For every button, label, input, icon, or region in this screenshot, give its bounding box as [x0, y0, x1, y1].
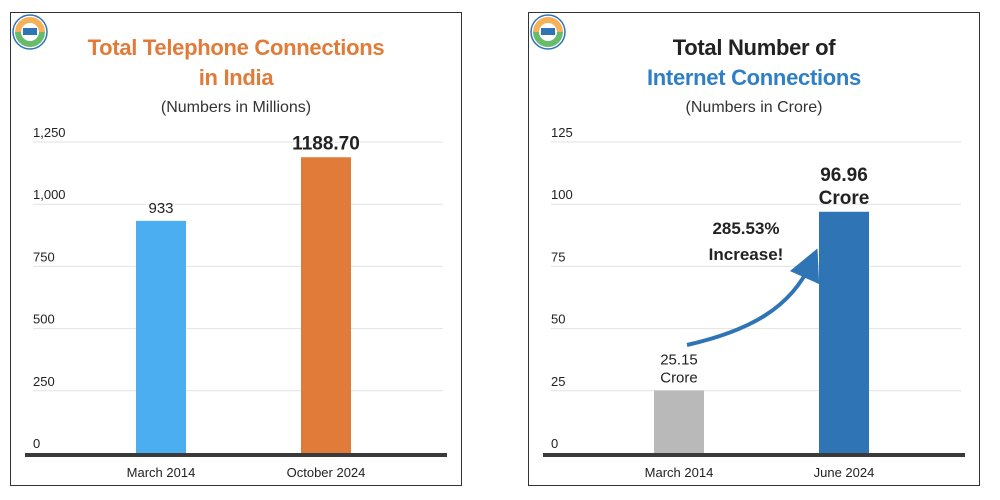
telephone-chart-panel: Total Telephone Connections in India (Nu…	[10, 12, 462, 486]
y-tick-label: 25	[551, 374, 565, 389]
y-tick-label: 1,250	[33, 125, 66, 140]
chart-subtitle: (Numbers in Crore)	[685, 99, 823, 116]
increase-arrow	[686, 248, 820, 347]
x-tick-label: June 2024	[814, 465, 875, 480]
pib-logo-icon	[530, 14, 566, 50]
bar-2	[819, 211, 869, 453]
x-tick-label: October 2024	[287, 465, 366, 480]
annotation-text: 285.53%	[712, 219, 779, 238]
pib-logo-icon	[12, 14, 48, 50]
data-label: 933	[148, 200, 173, 217]
chart-title-line-1: Total Number of	[672, 35, 836, 60]
y-tick-label: 100	[551, 187, 573, 202]
y-tick-label: 1,000	[33, 187, 66, 202]
y-tick-label: 0	[551, 436, 558, 451]
telephone-bar-chart: 0 250 500 750 1,000 1,250 March 2014 933 October…	[25, 125, 447, 480]
chart-title-line-2: Internet Connections	[646, 65, 861, 90]
y-tick-label: 500	[33, 312, 55, 327]
data-label: 1188.70	[292, 133, 360, 154]
y-tick-label: 50	[551, 312, 565, 327]
chart-title-line-1: Total Telephone Connections	[87, 35, 385, 60]
y-tick-label: 75	[551, 249, 565, 264]
annotation-text: Increase!	[709, 245, 784, 264]
x-tick-label: March 2014	[645, 465, 714, 480]
chart-subtitle: (Numbers in Millions)	[160, 99, 312, 116]
y-tick-label: 125	[551, 125, 573, 140]
data-label: 96.96	[820, 165, 868, 186]
bar-2	[301, 157, 351, 453]
data-label: Crore	[660, 369, 698, 386]
data-label: 25.15	[660, 351, 698, 368]
data-label: Crore	[819, 188, 870, 209]
y-tick-label: 250	[33, 374, 55, 389]
bar-1	[136, 220, 186, 453]
internet-chart-panel: Total Number of Internet Connections (Nu…	[528, 12, 980, 486]
x-axis-line	[543, 453, 965, 457]
y-tick-label: 750	[33, 249, 55, 264]
x-tick-label: March 2014	[127, 465, 196, 480]
bar-1	[654, 390, 704, 453]
y-tick-label: 0	[33, 436, 40, 451]
chart-title-line-2: in India	[198, 65, 274, 90]
x-axis-line	[25, 453, 447, 457]
